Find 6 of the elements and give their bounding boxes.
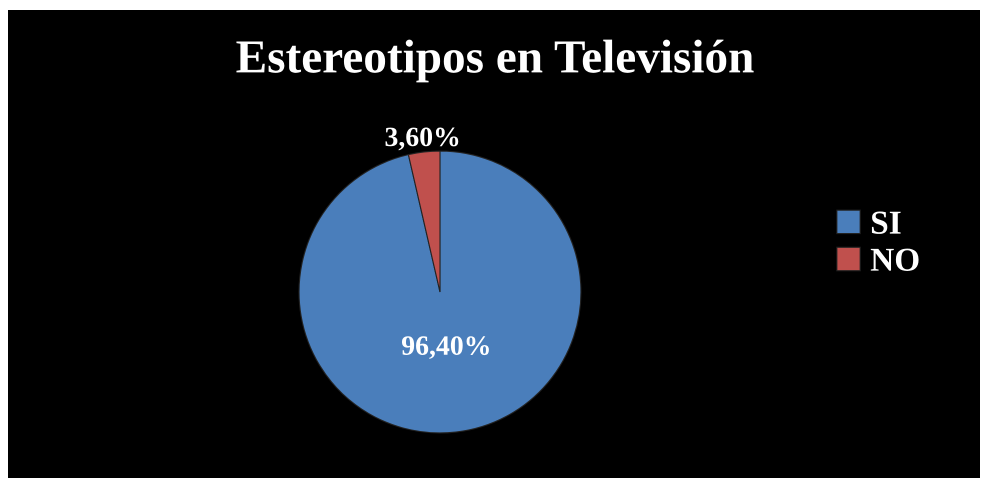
legend-label: SI bbox=[872, 211, 901, 234]
chart-title: Estereotipos en Televisión bbox=[236, 40, 754, 82]
data-label: 96,40% bbox=[402, 336, 489, 359]
data-label: 3,60% bbox=[386, 128, 458, 150]
legend-label: NO bbox=[870, 248, 919, 271]
pie-slice bbox=[298, 150, 582, 434]
